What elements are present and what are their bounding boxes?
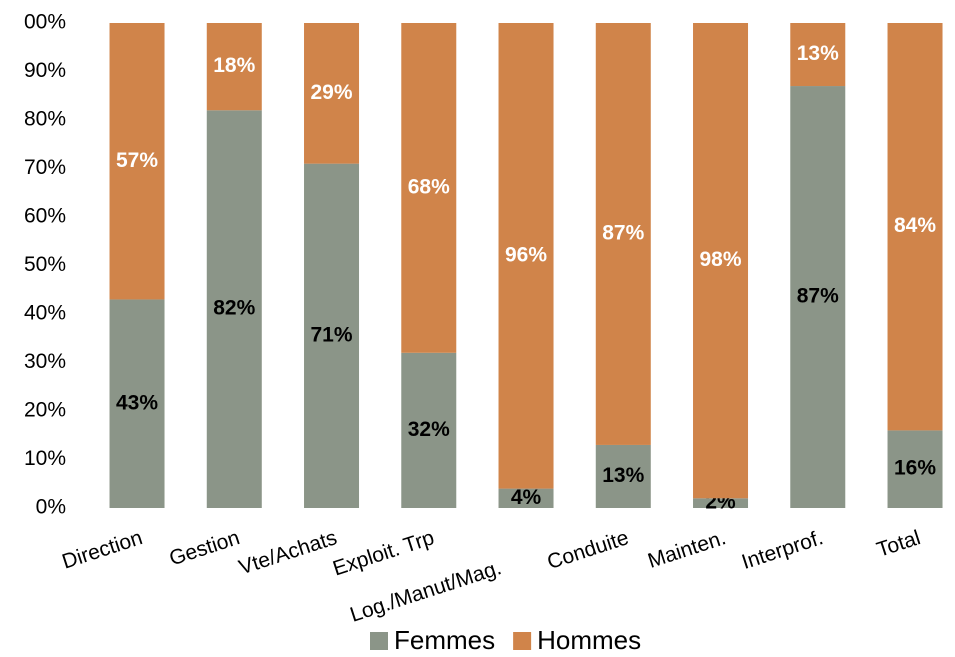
value-label: 4% [511,486,542,509]
x-tick-label: Conduite [544,526,631,574]
value-label: 32% [408,418,450,441]
value-label: 13% [602,464,644,487]
value-label: 16% [894,457,936,480]
bar-segment [401,352,457,508]
value-label: 57% [116,149,158,172]
y-tick-label: 0% [36,496,66,519]
y-tick-label: 40% [24,302,66,325]
bar-segment [790,86,846,509]
y-tick-label: 00% [24,11,66,34]
bar-segment [693,498,749,508]
value-label: 29% [311,81,353,104]
bar-segment [304,23,360,164]
bar-segment [109,299,165,508]
y-tick-label: 30% [24,350,66,373]
value-label: 18% [213,54,255,77]
value-label: 84% [894,214,936,237]
value-label: 98% [700,248,742,271]
y-tick-label: 70% [24,156,66,179]
value-label: 96% [505,243,547,266]
value-label: 82% [213,297,255,320]
legend-swatch [370,632,388,650]
bar-segment [595,23,651,445]
y-tick-label: 50% [24,253,66,276]
y-tick-label: 80% [24,108,66,131]
x-tick-label: Vte/Achats [236,526,340,579]
x-tick-label: Exploit. Trp [330,526,437,580]
value-label: 13% [797,42,839,65]
value-label: 68% [408,175,450,198]
value-label: 87% [602,222,644,245]
y-tick-label: 90% [24,59,66,82]
bar-segment [401,23,457,353]
bar-segment [206,110,262,509]
y-tick-label: 60% [24,205,66,228]
bar-segment [887,23,943,431]
bar-segment [206,23,262,111]
legend-swatch [513,632,532,650]
bar-segment [109,23,165,300]
x-tick-label: Direction [59,526,145,573]
value-label: 87% [797,285,839,308]
x-tick-label: Gestion [167,526,243,570]
x-tick-label: Mainten. [645,526,729,573]
legend: Femmes Hommes [370,625,641,655]
bar-segment [498,488,554,508]
y-tick-label: 10% [24,447,66,470]
value-label: 71% [311,323,353,346]
bar-segment [693,23,749,499]
bar-segment [887,430,943,508]
x-tick-label: Total [874,526,923,562]
value-label: 43% [116,391,158,414]
bar-segment [498,23,554,489]
legend-label: Femmes [394,625,495,655]
bar-segment [595,444,651,508]
bar-segment [304,163,360,508]
y-tick-label: 20% [24,399,66,422]
legend-label: Hommes [537,625,641,655]
bar-segment [790,23,846,87]
x-tick-label: Interprof. [739,526,826,574]
